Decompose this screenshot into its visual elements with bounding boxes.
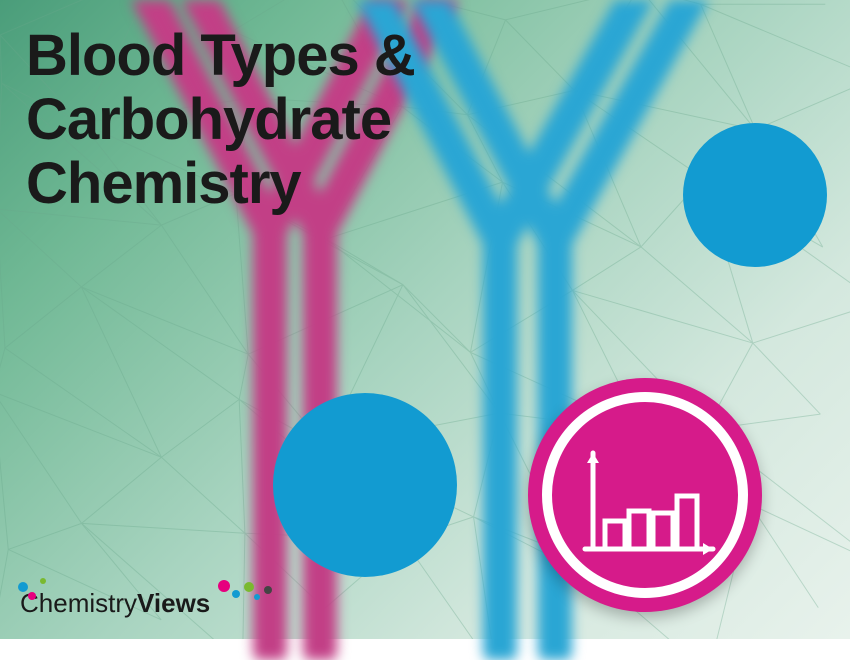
chemistryviews-logo: ChemistryViews — [20, 588, 210, 619]
infographic-canvas: Blood Types & Carbohydrate Chemistry Che… — [0, 0, 850, 639]
bar-chart-icon — [565, 441, 725, 561]
title-line-1: Blood Types & — [26, 24, 415, 88]
circle-top-right — [683, 123, 827, 267]
main-title: Blood Types & Carbohydrate Chemistry — [26, 24, 415, 215]
title-line-2: Carbohydrate — [26, 88, 415, 152]
title-line-3: Chemistry — [26, 152, 415, 216]
chart-badge — [528, 378, 762, 612]
logo-text-part2: Views — [137, 588, 210, 618]
logo-text: ChemistryViews — [20, 588, 210, 619]
logo-text-part1: Chemistry — [20, 588, 137, 618]
circle-bottom-left — [273, 393, 457, 577]
